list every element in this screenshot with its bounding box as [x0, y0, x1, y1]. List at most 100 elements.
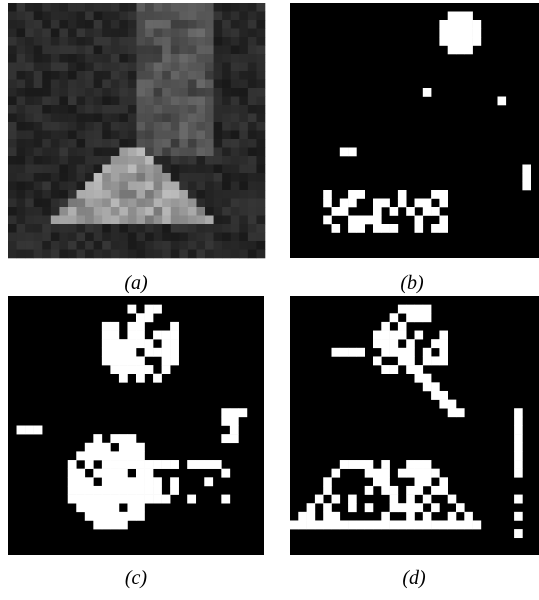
pixel	[170, 339, 179, 348]
pixel	[162, 241, 171, 250]
pixel	[256, 190, 265, 199]
pixel	[128, 105, 137, 114]
pixel	[102, 224, 111, 233]
pixel	[231, 20, 240, 29]
pixel	[42, 80, 51, 89]
pixel	[162, 88, 171, 97]
pixel	[231, 105, 240, 114]
pixel	[102, 12, 111, 21]
pixel	[188, 139, 197, 148]
pixel	[17, 233, 26, 242]
pixel	[222, 165, 231, 174]
pixel	[162, 131, 171, 140]
pixel	[111, 63, 120, 72]
pixel	[119, 434, 128, 443]
pixel	[373, 216, 382, 225]
pixel	[162, 139, 171, 148]
pixel	[68, 199, 77, 208]
pixel	[188, 71, 197, 80]
pixel	[59, 241, 68, 250]
pixel	[196, 182, 205, 191]
pixel	[205, 224, 214, 233]
pixel	[214, 131, 223, 140]
pixel	[34, 233, 43, 242]
pixel	[85, 148, 94, 157]
pixel	[25, 29, 34, 38]
pixel	[179, 114, 188, 123]
pixel	[205, 139, 214, 148]
pixel	[77, 182, 86, 191]
pixel	[34, 20, 43, 29]
pixel	[171, 46, 180, 55]
pixel	[323, 486, 332, 495]
pixel	[42, 88, 51, 97]
pixel	[17, 182, 26, 191]
pixel	[111, 114, 120, 123]
pixel	[154, 224, 163, 233]
pixel	[179, 182, 188, 191]
pixel	[162, 348, 171, 357]
pixel	[431, 391, 440, 400]
pixel	[51, 122, 60, 131]
pixel	[102, 131, 111, 140]
pixel	[102, 356, 111, 365]
pixel	[77, 88, 86, 97]
pixel	[162, 224, 171, 233]
pixel	[188, 182, 197, 191]
pixel	[137, 190, 146, 199]
pixel	[68, 182, 77, 191]
pixel	[256, 207, 265, 216]
pixel	[8, 182, 17, 191]
pixel	[222, 156, 231, 165]
pixel	[196, 460, 205, 469]
pixel	[136, 443, 145, 452]
pixel	[332, 520, 341, 529]
pixel	[111, 88, 120, 97]
pixel	[17, 426, 26, 435]
pixel	[59, 139, 68, 148]
pixel	[111, 207, 120, 216]
pixel	[25, 131, 34, 140]
pixel	[154, 173, 163, 182]
pixel	[439, 190, 448, 199]
pixel	[68, 207, 77, 216]
pixel	[59, 250, 68, 259]
pixel	[59, 46, 68, 55]
pixel	[514, 443, 523, 452]
pixel	[93, 503, 102, 512]
pixel	[188, 224, 197, 233]
pixel	[68, 156, 77, 165]
pixel	[514, 529, 523, 538]
pixel	[239, 216, 248, 225]
pixel	[137, 54, 146, 63]
pixel	[406, 495, 415, 504]
pixel	[231, 29, 240, 38]
page: (a) (b) (c) (d) (() => { const data = JS…	[0, 0, 539, 595]
pixel	[179, 37, 188, 46]
pixel	[51, 199, 60, 208]
pixel	[406, 207, 415, 216]
pixel	[111, 12, 120, 21]
pixel	[256, 156, 265, 165]
pixel	[8, 199, 17, 208]
pixel	[415, 477, 424, 486]
pixel	[76, 469, 85, 478]
pixel	[8, 105, 17, 114]
pixel	[34, 207, 43, 216]
pixel	[110, 503, 119, 512]
pixel	[119, 63, 128, 72]
pixel	[248, 54, 257, 63]
pixel	[464, 12, 473, 21]
pixel	[145, 63, 154, 72]
pixel	[51, 3, 60, 12]
pixel	[137, 156, 146, 165]
pixel	[214, 241, 223, 250]
pixel	[153, 486, 162, 495]
pixel	[94, 63, 103, 72]
pixel	[196, 190, 205, 199]
pixel	[381, 224, 390, 233]
pixel	[188, 190, 197, 199]
pixel	[307, 512, 316, 521]
pixel	[102, 512, 111, 521]
pixel	[448, 29, 457, 38]
